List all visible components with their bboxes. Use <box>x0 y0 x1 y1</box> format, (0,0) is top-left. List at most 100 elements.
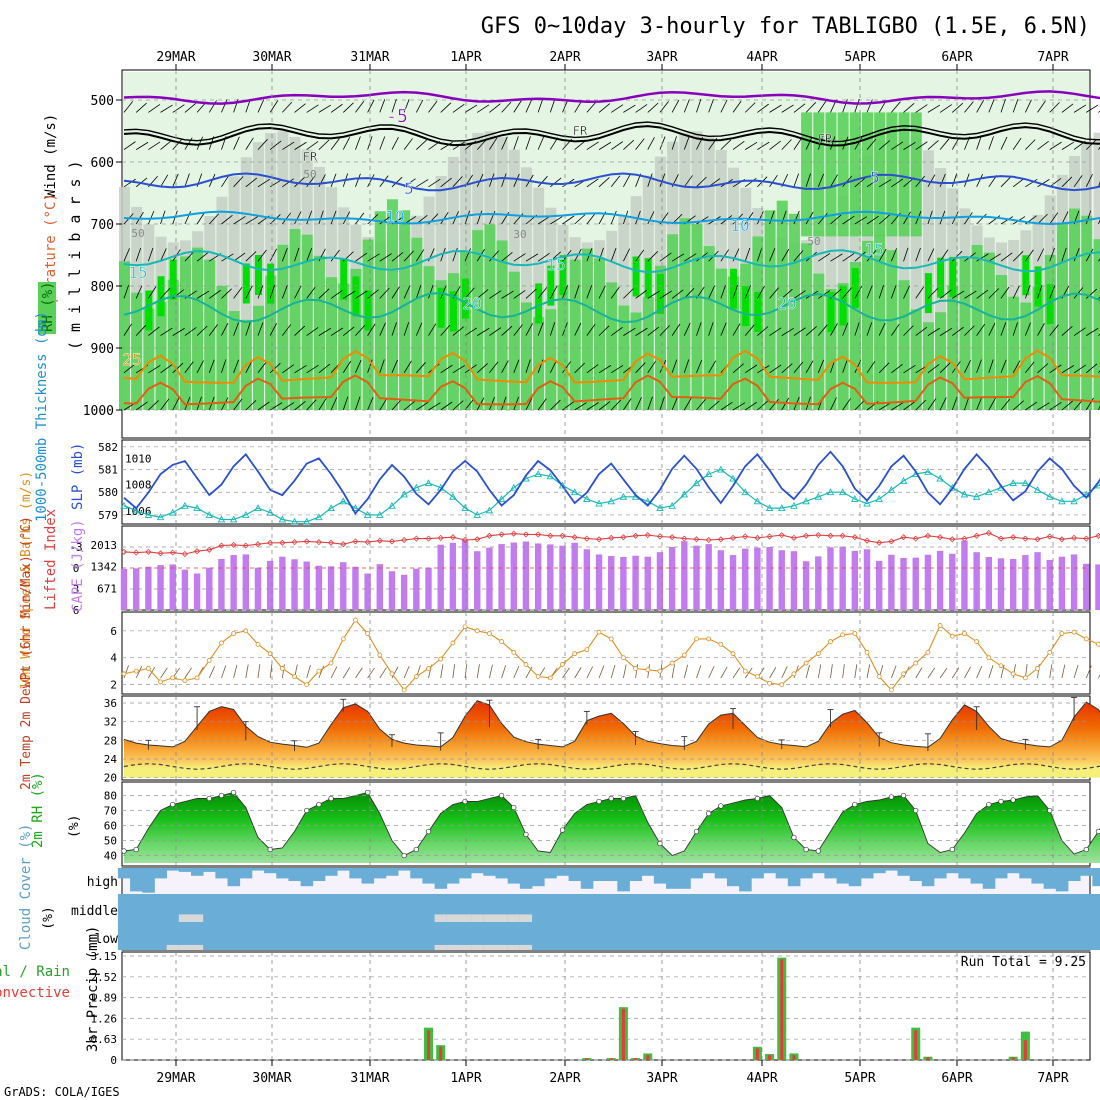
wind-barb <box>671 396 678 411</box>
rh-point <box>218 792 225 799</box>
wind-barb <box>160 248 167 262</box>
rh-shade-green <box>788 213 800 410</box>
rh-shade-green <box>691 224 703 410</box>
cape-bar <box>632 555 639 610</box>
rh-shade-green <box>131 292 143 410</box>
wind-barb <box>659 396 665 411</box>
thickness-point <box>339 497 348 505</box>
wind-10m-barb <box>1061 664 1066 679</box>
slp-line <box>123 450 1100 516</box>
wind-barb <box>988 359 994 373</box>
cloud-middle-cell <box>690 894 703 922</box>
cloud-low-cell <box>251 922 265 950</box>
rh-shade-green <box>374 211 386 410</box>
date-top-2apr: 2APR <box>549 50 580 65</box>
cloud-gap-cell <box>446 914 460 922</box>
wind-barb <box>464 104 478 113</box>
wind-barb <box>854 216 867 225</box>
wind-10m-barb <box>915 667 923 679</box>
cape-bar <box>1009 558 1017 610</box>
wind-barb <box>976 289 989 299</box>
cloud-low-cell <box>787 922 801 950</box>
wind-barb <box>1049 285 1056 299</box>
li-point <box>133 549 140 556</box>
wind-speed-point <box>1083 636 1089 642</box>
wind-barb <box>1098 405 1100 411</box>
cloud-gap-cell <box>178 914 192 922</box>
rh-point <box>657 840 663 847</box>
rh-shade-green <box>277 244 289 410</box>
wind-barb <box>342 396 349 411</box>
precip-tick-0.63: 0.63 <box>91 1033 118 1046</box>
cloud-high-cell <box>471 868 484 874</box>
wind-barb <box>476 363 488 374</box>
cloud-middle-cell <box>666 894 679 922</box>
cloud-middle-cell <box>873 894 886 922</box>
wind-barb <box>257 361 267 374</box>
cape-bar <box>206 567 213 610</box>
li-point <box>486 532 493 539</box>
rh-contour-label: 30 <box>513 228 526 241</box>
cloud-middle-cell <box>556 894 569 922</box>
wind-barb <box>452 400 464 411</box>
li-point <box>535 531 542 538</box>
wind-barb <box>233 216 246 225</box>
thickness-point <box>120 501 128 509</box>
cloud-middle-cell <box>897 894 911 922</box>
thickness-point <box>156 513 165 521</box>
wind-barb <box>123 141 136 150</box>
cloud-cover-bars <box>117 868 1100 950</box>
thickness-point <box>595 499 603 507</box>
wind-barb <box>172 327 185 336</box>
wind-barb <box>891 364 903 374</box>
wind-barb <box>793 137 803 150</box>
isotherm-label: -5 <box>386 106 408 127</box>
cloud-high-cell <box>702 868 716 874</box>
isotherm-minus5 <box>123 90 1100 105</box>
li-point <box>778 532 785 539</box>
rh-2m-unit: (%) <box>67 815 82 838</box>
cloud-middle-cell <box>410 894 423 922</box>
wind-10m-barb <box>135 666 143 679</box>
wind-barb <box>1086 363 1098 374</box>
cloud-middle-cell <box>130 894 143 922</box>
cloud-cover-axis-label: Cloud Cover (%) <box>18 824 34 950</box>
li-point <box>242 542 249 549</box>
wind-barb <box>391 176 403 188</box>
wind-barb <box>598 365 612 374</box>
li-point <box>206 546 213 553</box>
wind-barb <box>525 397 533 411</box>
cloud-low-cell <box>507 922 521 950</box>
wind-barb <box>294 211 302 225</box>
cape-bar <box>1070 554 1078 610</box>
wind-barb <box>294 325 306 336</box>
cloud-low-cell <box>629 922 643 950</box>
cloud-low-cell <box>994 922 1008 950</box>
wind-barb <box>805 326 817 336</box>
rh-shade-green <box>484 224 496 410</box>
dewpoint-line <box>123 763 1100 770</box>
cloud-middle-cell <box>349 894 362 922</box>
wind-barb <box>586 101 597 113</box>
rh-shade-bright <box>937 257 945 298</box>
wind-barb <box>135 401 148 411</box>
cloud-high-cell <box>897 868 911 876</box>
li-point <box>997 535 1005 542</box>
cloud-low-cell <box>812 922 825 950</box>
wind-speed-point <box>511 649 517 655</box>
thickness-axis-label: 1000-500mb Thickness (dm) <box>34 311 50 522</box>
li-point <box>595 536 603 543</box>
cloud-gap-cell <box>483 944 496 950</box>
rh-shade-green <box>654 265 666 410</box>
cloud-gap-cell <box>190 914 204 922</box>
thickness-point <box>290 517 299 525</box>
cloud-high-cell <box>946 868 959 874</box>
thickness-point <box>193 504 201 512</box>
wind-barb <box>306 399 317 411</box>
wind-barb <box>135 285 143 299</box>
wind-barb <box>659 325 670 336</box>
precip-gridlines <box>122 955 1090 1061</box>
wind-barb <box>415 322 423 336</box>
